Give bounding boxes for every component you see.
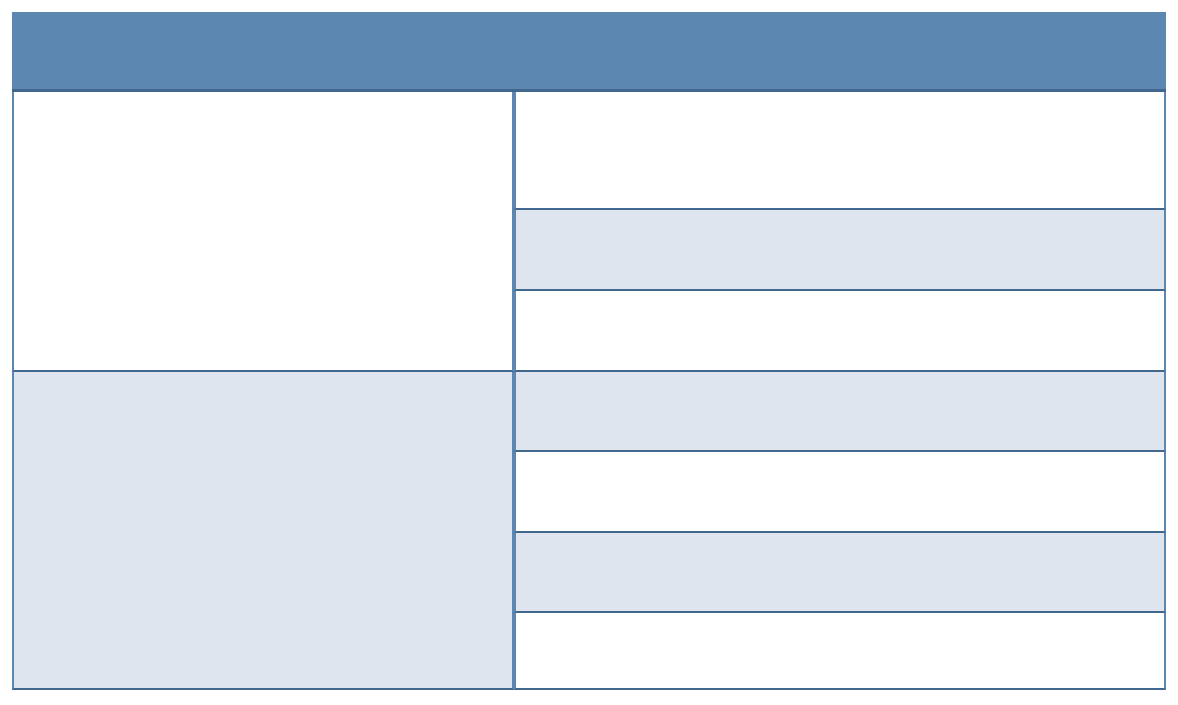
table-column-right (514, 92, 1166, 690)
header-cell-right (514, 12, 1166, 89)
table-row[interactable] (514, 291, 1166, 372)
header-cell-left (12, 12, 514, 89)
table-row[interactable] (514, 92, 1166, 210)
table-row[interactable] (514, 372, 1166, 452)
table-row[interactable] (514, 533, 1166, 613)
document-table[interactable] (12, 12, 1166, 690)
table-row[interactable] (514, 452, 1166, 533)
table-body (12, 92, 1166, 690)
table-row[interactable] (514, 210, 1166, 291)
table-cell-left-2[interactable] (12, 372, 514, 690)
table-row[interactable] (514, 613, 1166, 690)
table-header-row (12, 12, 1166, 92)
table-cell-left-1[interactable] (12, 92, 514, 372)
table-column-left (12, 92, 514, 690)
